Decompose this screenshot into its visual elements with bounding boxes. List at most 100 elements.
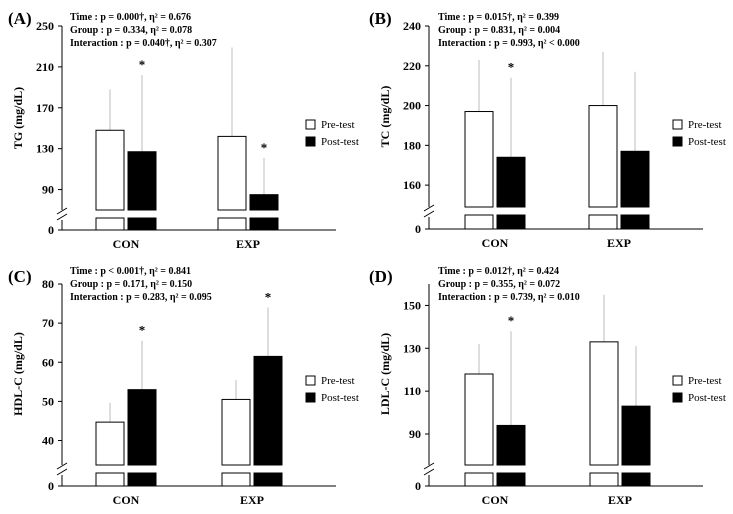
- bar-post-con: [496, 156, 526, 208]
- axis-break-mark: [56, 207, 68, 215]
- y-tick-label: 90: [42, 183, 54, 197]
- significance-mark: *: [261, 140, 268, 155]
- significance-mark: *: [508, 313, 515, 328]
- y-tick-label: 110: [404, 384, 421, 398]
- y-tick-label: 250: [36, 19, 54, 33]
- legend-label-pre: Pre-test: [321, 375, 355, 387]
- panel-d: (D) Time : p = 0.012†, η² = 0.424 Group : …: [369, 266, 726, 507]
- panel-b: (B) Time : p = 0.015†, η² = 0.399 Group : …: [369, 9, 726, 250]
- bar-stub-pre-con: [95, 472, 125, 487]
- y-tick-label: 80: [42, 277, 54, 291]
- bar-post-con: [496, 424, 526, 466]
- y-tick-label: 70: [42, 316, 54, 330]
- bar-stub-post-con: [496, 214, 526, 230]
- y-tick-label-zero: 0: [415, 479, 421, 493]
- bar-stub-pre-exp: [221, 472, 251, 487]
- x-category-label: EXP: [608, 493, 632, 507]
- axis-break-mark: [423, 468, 435, 476]
- bar-post-con: [127, 389, 157, 466]
- bar-pre-con: [95, 421, 125, 466]
- stat-line-2: Interaction : p = 0.283, η² = 0.095: [70, 292, 212, 303]
- stat-line-0: Time : p = 0.000†, η² = 0.676: [70, 12, 191, 23]
- bar-stub-post-exp: [620, 214, 650, 230]
- y-tick-label: 160: [403, 178, 421, 192]
- legend-swatch-pre: [672, 119, 683, 130]
- y-tick-label: 180: [403, 138, 421, 152]
- axis-break-mark: [423, 204, 435, 212]
- y-tick-label: 170: [36, 101, 54, 115]
- significance-mark: *: [265, 289, 272, 304]
- bar-pre-con: [464, 373, 494, 466]
- panel-label: (D): [369, 267, 393, 286]
- bar-stub-pre-exp: [217, 217, 247, 231]
- stat-line-2: Interaction : p = 0.040†, η² = 0.307: [70, 38, 217, 49]
- x-category-label: CON: [113, 237, 140, 251]
- x-category-label: EXP: [240, 493, 264, 507]
- bar-pre-exp: [221, 398, 251, 466]
- legend-swatch-post: [305, 136, 316, 147]
- panel-label: (B): [369, 9, 392, 28]
- x-category-label: CON: [113, 493, 140, 507]
- legend-swatch-post: [672, 136, 683, 147]
- stat-line-1: Group : p = 0.334, η² = 0.078: [70, 25, 192, 36]
- legend-swatch-post: [672, 392, 683, 403]
- bar-stub-post-exp: [621, 472, 651, 487]
- y-tick-label: 60: [42, 355, 54, 369]
- axis-break-mark: [423, 210, 435, 218]
- significance-mark: *: [139, 57, 146, 72]
- bar-stub-post-exp: [249, 217, 279, 231]
- bar-pre-con: [95, 129, 125, 211]
- y-axis-label: HDL-C (mg/dL): [11, 332, 25, 416]
- axis-break-mark: [423, 462, 435, 470]
- legend-label-post: Post-test: [688, 392, 726, 404]
- y-axis-label: LDL-C (mg/dL): [378, 333, 392, 415]
- significance-mark: *: [508, 60, 515, 75]
- y-tick-label: 200: [403, 99, 421, 113]
- axis-break-mark: [56, 462, 68, 470]
- x-category-label: CON: [482, 493, 509, 507]
- bar-post-exp: [249, 194, 279, 211]
- bar-pre-exp: [589, 341, 619, 466]
- bar-stub-post-con: [496, 472, 526, 487]
- stat-line-0: Time : p < 0.001†, η² = 0.841: [70, 266, 191, 277]
- legend-swatch-pre: [305, 119, 316, 130]
- y-tick-label-zero: 0: [48, 479, 54, 493]
- x-category-label: EXP: [236, 237, 260, 251]
- bar-stub-pre-con: [464, 214, 494, 230]
- panel-c: (C) Time : p < 0.001†, η² = 0.841 Group : …: [8, 266, 359, 507]
- axis-break-mark: [56, 468, 68, 476]
- legend-swatch-post: [305, 392, 316, 403]
- stat-line-2: Interaction : p = 0.739, η² = 0.010: [438, 292, 580, 303]
- stat-line-1: Group : p = 0.355, η² = 0.072: [438, 279, 560, 290]
- legend-swatch-pre: [305, 375, 316, 386]
- stat-line-0: Time : p = 0.015†, η² = 0.399: [438, 12, 559, 23]
- significance-mark: *: [139, 323, 146, 338]
- x-category-label: EXP: [607, 236, 631, 250]
- bar-stub-post-con: [127, 472, 157, 487]
- legend-swatch-pre: [672, 375, 683, 386]
- y-tick-label: 210: [36, 60, 54, 74]
- y-tick-label-zero: 0: [415, 222, 421, 236]
- y-axis-label: TG (mg/dL): [11, 87, 25, 149]
- bar-stub-pre-con: [464, 472, 494, 487]
- panel-label: (A): [8, 9, 32, 28]
- y-axis-label: TC (mg/dL): [378, 86, 392, 148]
- legend-label-post: Post-test: [688, 136, 726, 148]
- bar-pre-exp: [588, 105, 618, 208]
- bar-stub-pre-exp: [588, 214, 618, 230]
- legend-label-post: Post-test: [321, 136, 359, 148]
- y-tick-label: 130: [403, 341, 421, 355]
- y-tick-label: 50: [42, 394, 54, 408]
- bar-pre-con: [464, 111, 494, 208]
- panel-a: (A) Time : p = 0.000†, η² = 0.676 Group : …: [8, 9, 359, 251]
- legend-label-pre: Pre-test: [688, 119, 722, 131]
- axis-break-mark: [56, 213, 68, 221]
- stat-line-1: Group : p = 0.171, η² = 0.150: [70, 279, 192, 290]
- bar-post-con: [127, 151, 157, 211]
- y-tick-label: 150: [403, 298, 421, 312]
- bar-stub-post-con: [127, 217, 157, 231]
- bar-stub-pre-exp: [589, 472, 619, 487]
- stat-line-2: Interaction : p = 0.993, η² < 0.000: [438, 38, 580, 49]
- y-tick-label: 220: [403, 59, 421, 73]
